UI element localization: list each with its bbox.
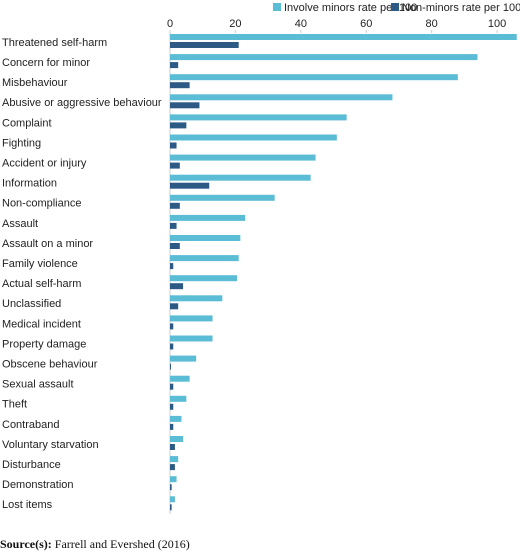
y-tick-label: Assault	[2, 218, 38, 230]
legend-swatch	[391, 3, 399, 11]
y-tick-label: Family violence	[2, 258, 78, 270]
y-tick-label: Assault on a minor	[2, 238, 93, 250]
y-tick-label: Demonstration	[2, 479, 74, 491]
bar	[170, 82, 190, 89]
x-tick-label: 0	[167, 18, 173, 30]
y-tick-label: Disturbance	[2, 459, 61, 471]
bar	[170, 415, 182, 422]
bar	[170, 34, 517, 40]
bar	[170, 62, 179, 69]
bar	[170, 42, 239, 48]
y-tick-label: Non-compliance	[2, 198, 81, 210]
bar	[170, 114, 347, 121]
bar	[170, 194, 275, 201]
source-text: Farrell and Evershed (2016)	[55, 537, 190, 551]
bar	[170, 174, 311, 181]
bar	[170, 343, 174, 350]
y-tick-label: Sexual assault	[2, 379, 74, 391]
bar	[170, 456, 179, 463]
source: Source(s): Farrell and Evershed (2016)	[0, 537, 190, 551]
bar	[170, 142, 177, 149]
bar	[170, 403, 174, 410]
bar	[170, 162, 180, 169]
bar	[170, 222, 177, 229]
x-tick-label: 20	[229, 18, 241, 30]
y-tick-label: Obscene behaviour	[2, 359, 98, 371]
bar	[170, 243, 180, 249]
bar	[170, 504, 172, 511]
bar	[170, 275, 238, 282]
bar	[170, 295, 223, 302]
y-tick-label: Property damage	[2, 338, 86, 350]
bar	[170, 444, 175, 450]
y-tick-label: Contraband	[2, 419, 60, 431]
y-tick-label: Unclassified	[2, 298, 61, 310]
legend-label: Involve minors rate per 100	[284, 2, 417, 14]
y-tick-label: Medical incident	[2, 318, 81, 330]
bar	[170, 122, 187, 129]
bar	[170, 303, 179, 310]
bar	[170, 375, 190, 382]
source-label: Source(s):	[0, 537, 52, 551]
bar	[170, 315, 213, 322]
bar	[170, 235, 241, 241]
bar	[170, 484, 172, 491]
bar	[170, 395, 187, 402]
y-tick-label: Actual self-harm	[2, 278, 81, 290]
bar	[170, 476, 177, 483]
bar	[170, 436, 184, 442]
bar	[170, 335, 213, 342]
bar	[170, 496, 175, 503]
bar	[170, 182, 210, 189]
bar	[170, 134, 337, 141]
y-tick-label: Theft	[2, 399, 27, 411]
y-tick-label: Fighting	[2, 137, 41, 149]
bar	[170, 423, 174, 430]
y-tick-label: Accident or injury	[2, 158, 87, 170]
legend-label: Non-minors rate per 100	[402, 2, 520, 14]
y-tick-label: Abusive or aggressive behaviour	[2, 97, 162, 109]
y-tick-label: Misbehaviour	[2, 77, 68, 89]
y-tick-label: Lost items	[2, 499, 53, 511]
bar	[170, 363, 171, 370]
bar	[170, 355, 197, 362]
bar	[170, 255, 239, 262]
y-tick-label: Information	[2, 178, 57, 190]
y-tick-label: Complaint	[2, 117, 52, 129]
y-tick-label: Concern for minor	[2, 57, 90, 69]
y-tick-label: Voluntary starvation	[2, 439, 99, 451]
bar	[170, 54, 478, 61]
bar	[170, 102, 200, 109]
bar	[170, 283, 184, 290]
x-tick-label: 100	[488, 18, 506, 30]
bar	[170, 74, 458, 81]
bar	[170, 202, 180, 209]
bar	[170, 263, 174, 270]
bar	[170, 94, 393, 101]
bar	[170, 464, 175, 471]
x-tick-label: 40	[295, 18, 307, 30]
bar	[170, 323, 174, 330]
y-tick-label: Threatened self-harm	[2, 37, 107, 49]
x-tick-label: 80	[426, 18, 438, 30]
legend-swatch	[273, 3, 281, 11]
bar	[170, 383, 174, 390]
bar	[170, 154, 316, 161]
bar	[170, 214, 246, 221]
x-tick-label: 60	[360, 18, 372, 30]
